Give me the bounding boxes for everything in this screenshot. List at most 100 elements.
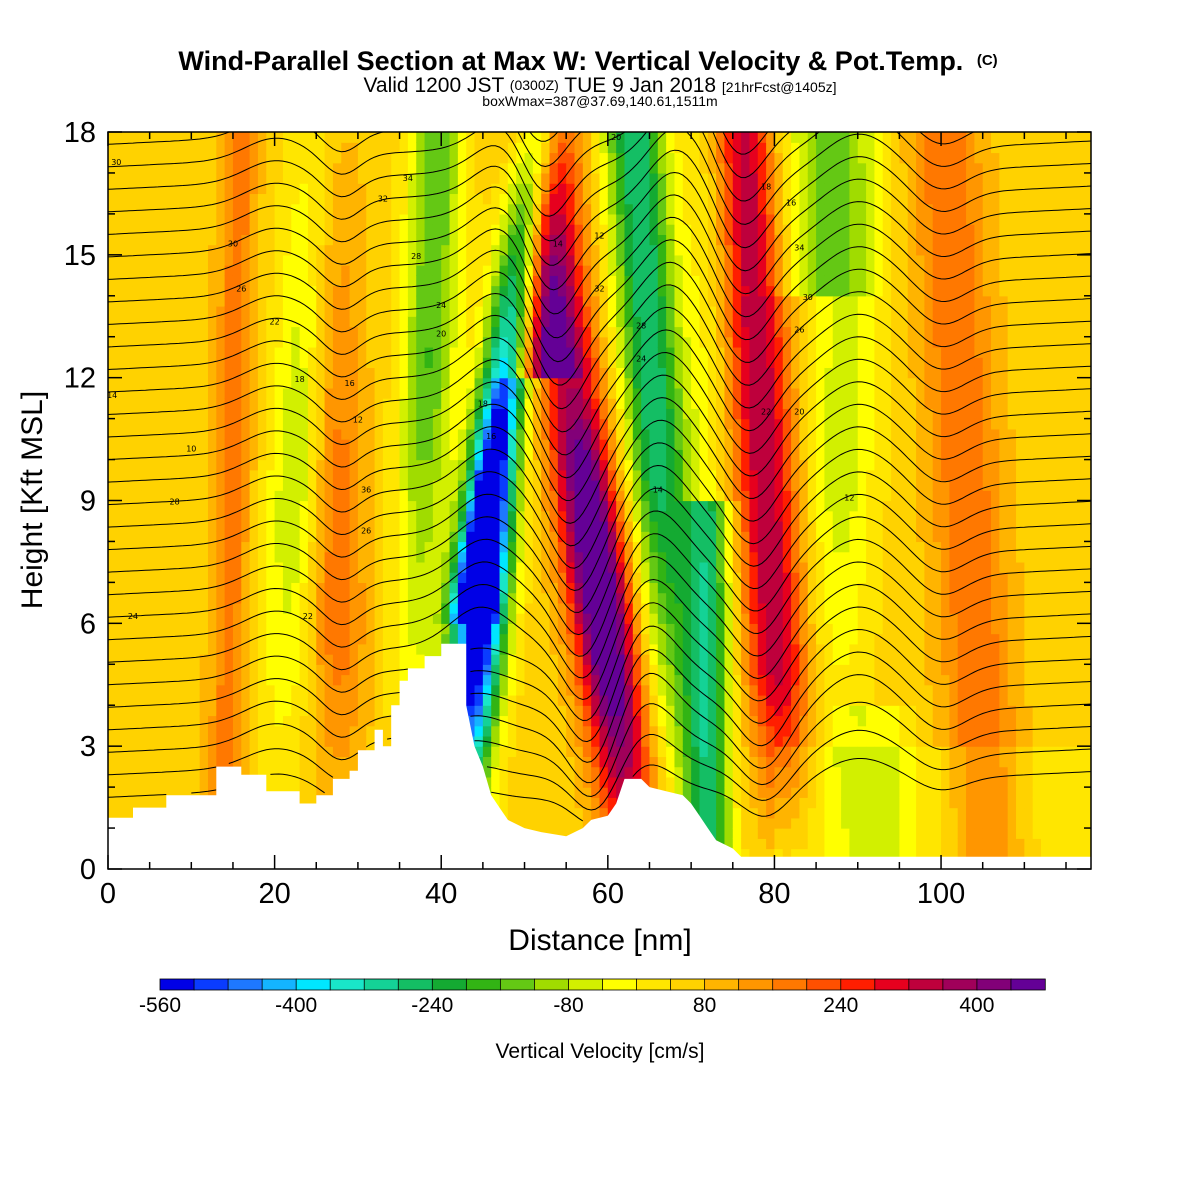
w-cell [241, 203, 251, 215]
w-cell [449, 275, 459, 287]
w-cell [624, 377, 634, 389]
w-cell [224, 756, 234, 768]
w-cell [557, 183, 567, 195]
w-cell [282, 142, 292, 154]
w-cell [199, 183, 209, 195]
w-cell [499, 449, 509, 461]
w-cell [466, 664, 476, 676]
w-cell [541, 357, 551, 369]
w-cell [432, 152, 442, 164]
w-cell [391, 459, 401, 471]
w-cell [566, 408, 576, 420]
w-cell [441, 490, 451, 502]
w-cell [282, 520, 292, 532]
w-cell [532, 541, 542, 553]
w-cell [582, 213, 592, 225]
w-cell [366, 531, 376, 543]
w-cell [549, 592, 559, 604]
w-cell [282, 254, 292, 266]
w-cell [549, 316, 559, 328]
w-cell [582, 377, 592, 389]
w-cell [124, 387, 134, 399]
w-cell [207, 633, 217, 645]
w-cell [182, 193, 192, 205]
w-cell [432, 346, 442, 358]
w-cell [307, 623, 317, 635]
w-cell [632, 234, 642, 246]
w-cell [491, 776, 501, 788]
w-cell [549, 684, 559, 696]
w-cell [516, 684, 526, 696]
w-cell [108, 787, 117, 798]
w-cell [507, 387, 517, 399]
w-cell [466, 428, 476, 440]
w-cell [224, 132, 234, 143]
w-cell [674, 500, 684, 512]
w-cell [108, 224, 117, 235]
w-cell [524, 213, 534, 225]
w-cell [349, 244, 359, 256]
w-cell [157, 377, 167, 389]
w-cell [232, 326, 242, 338]
w-cell [357, 152, 367, 164]
w-cell [557, 715, 567, 727]
w-cell [366, 469, 376, 481]
w-cell [491, 203, 501, 215]
w-cell [316, 469, 326, 481]
w-cell [124, 306, 134, 317]
w-cell [482, 193, 492, 205]
w-cell [407, 510, 417, 522]
w-cell [457, 469, 467, 481]
w-cell [116, 469, 126, 481]
w-cell [432, 367, 442, 379]
w-cell [474, 367, 484, 379]
w-cell [324, 664, 334, 676]
w-cell [557, 756, 567, 768]
w-cell [416, 500, 426, 512]
w-cell [274, 705, 284, 717]
w-cell [299, 172, 309, 184]
w-cell [474, 387, 484, 399]
w-cell [641, 469, 651, 481]
w-cell [391, 172, 401, 184]
w-cell [116, 387, 126, 399]
w-cell [207, 459, 217, 471]
w-cell [657, 142, 667, 154]
w-cell [232, 746, 242, 758]
w-cell [482, 132, 492, 143]
w-cell [199, 387, 209, 399]
w-cell [282, 295, 292, 307]
w-cell [224, 449, 234, 461]
w-cell [249, 674, 259, 686]
w-cell [132, 326, 142, 338]
w-cell [316, 408, 326, 420]
w-cell [349, 756, 359, 768]
w-cell [157, 418, 167, 430]
w-cell [307, 480, 317, 491]
w-cell [591, 336, 601, 348]
w-cell [357, 132, 367, 143]
w-cell [216, 244, 226, 256]
w-cell [582, 684, 592, 696]
w-cell [299, 357, 309, 369]
w-cell [607, 346, 617, 358]
w-cell [399, 285, 409, 297]
w-cell [666, 582, 676, 594]
w-cell [657, 387, 667, 399]
w-cell [632, 244, 642, 256]
w-cell [391, 684, 401, 696]
w-cell [216, 664, 226, 676]
w-cell [108, 377, 117, 389]
w-cell [316, 715, 326, 727]
w-cell [391, 367, 401, 379]
w-cell [582, 469, 592, 481]
w-cell [116, 705, 126, 717]
w-cell [582, 193, 592, 205]
w-cell [299, 766, 309, 778]
w-cell [249, 643, 259, 655]
w-cell [266, 295, 276, 307]
w-cell [149, 613, 159, 624]
w-cell [299, 295, 309, 307]
w-cell [316, 643, 326, 655]
w-cell [424, 142, 434, 154]
